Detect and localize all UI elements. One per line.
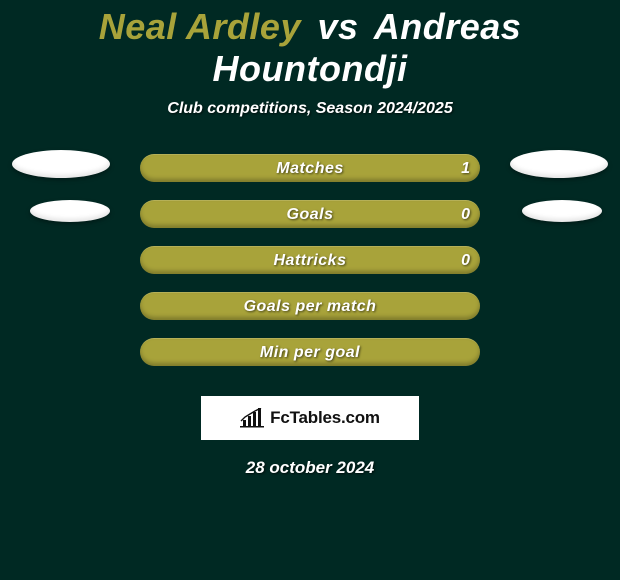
stat-label: Goals — [287, 206, 334, 224]
player1-blob — [12, 150, 110, 178]
stat-value: 0 — [461, 201, 470, 229]
stat-label: Hattricks — [274, 252, 347, 270]
stat-bar: Matches 1 — [140, 154, 480, 182]
stats-list: Matches 1 Goals 0 Hattricks 0 Goals per … — [0, 154, 620, 366]
stat-label: Goals per match — [244, 298, 377, 316]
date-label: 28 october 2024 — [0, 458, 620, 478]
stat-bar: Goals 0 — [140, 200, 480, 228]
player2-blob — [510, 150, 608, 178]
stat-bar: Min per goal — [140, 338, 480, 366]
stat-bar: Hattricks 0 — [140, 246, 480, 274]
stat-label: Min per goal — [260, 344, 360, 362]
stat-row-goals: Goals 0 — [0, 200, 620, 228]
stat-value: 1 — [461, 155, 470, 183]
stat-row-goals-per-match: Goals per match — [0, 292, 620, 320]
page-title: Neal Ardley vs Andreas Hountondji — [0, 6, 620, 90]
player1-blob — [30, 200, 110, 222]
stat-label: Matches — [276, 160, 344, 178]
vs-label: vs — [318, 6, 359, 47]
stat-value: 0 — [461, 247, 470, 275]
logo[interactable]: FcTables.com — [201, 396, 419, 440]
stat-row-matches: Matches 1 — [0, 154, 620, 182]
logo-text: FcTables.com — [270, 408, 380, 428]
stat-row-min-per-goal: Min per goal — [0, 338, 620, 366]
chart-icon — [240, 408, 266, 428]
stat-row-hattricks: Hattricks 0 — [0, 246, 620, 274]
player2-blob — [522, 200, 602, 222]
player1-name: Neal Ardley — [99, 6, 301, 47]
subtitle: Club competitions, Season 2024/2025 — [0, 100, 620, 118]
comparison-card: Neal Ardley vs Andreas Hountondji Club c… — [0, 0, 620, 580]
stat-bar: Goals per match — [140, 292, 480, 320]
